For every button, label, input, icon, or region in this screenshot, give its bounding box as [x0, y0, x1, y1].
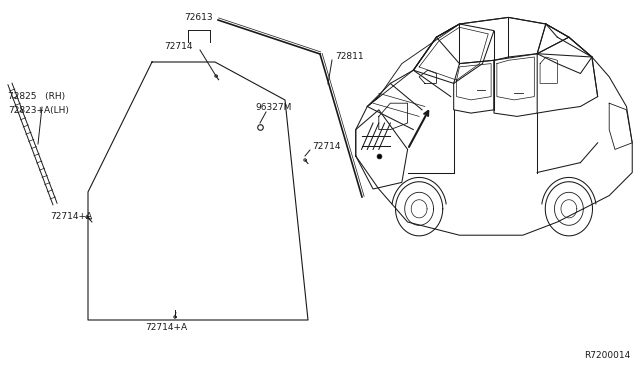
Text: 72714+A: 72714+A	[50, 212, 92, 221]
Text: 72714: 72714	[164, 42, 192, 51]
Text: 96327M: 96327M	[255, 103, 291, 112]
Text: 72825   (RH): 72825 (RH)	[8, 92, 65, 100]
Text: 72714: 72714	[312, 141, 340, 151]
Text: 72823+A(LH): 72823+A(LH)	[8, 106, 69, 115]
Text: 72811: 72811	[335, 51, 364, 61]
Text: 72714+A: 72714+A	[145, 324, 187, 333]
Text: 72613: 72613	[185, 13, 213, 22]
Text: R7200014: R7200014	[584, 351, 630, 360]
